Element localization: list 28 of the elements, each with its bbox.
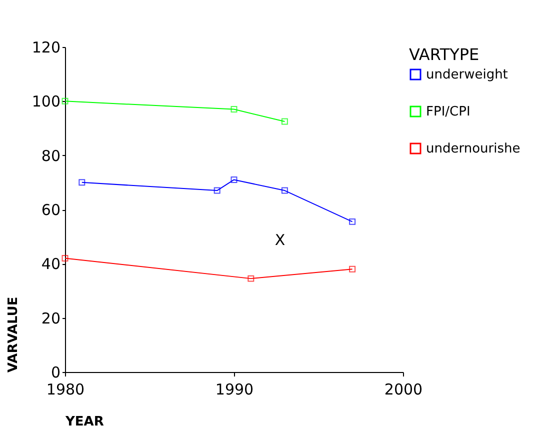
point: [349, 266, 356, 272]
legend-label: underweight: [426, 68, 508, 82]
y-tick-label: 60: [41, 201, 60, 219]
x-axis-title: YEAR: [64, 414, 104, 430]
y-axis-title: VARVALUE: [6, 296, 21, 372]
x-tick-label: 2000: [384, 380, 423, 398]
x-tick-label: 1980: [46, 380, 85, 398]
point: [78, 179, 86, 186]
y-tick-label: 0: [50, 364, 60, 382]
legend-label: undernourishe: [426, 142, 520, 156]
legend-title: VARTYPE: [409, 45, 480, 64]
x-tick-label: 1990: [215, 380, 254, 398]
y-tick-label: 80: [41, 146, 60, 165]
point: [62, 98, 68, 104]
legend-label: FPI/CPI: [426, 104, 470, 120]
y-tick-label: 100: [32, 92, 60, 111]
y-tick-label: 120: [32, 38, 60, 56]
annotation: X: [274, 231, 286, 249]
point: [214, 187, 220, 194]
point: [349, 218, 356, 225]
point: [248, 275, 254, 282]
point: [62, 255, 68, 262]
y-tick-label: 40: [41, 255, 60, 274]
point: [230, 176, 238, 183]
point: [230, 106, 238, 113]
point: [281, 118, 288, 125]
point: [281, 187, 288, 194]
y-tick-label: 20: [41, 309, 60, 328]
